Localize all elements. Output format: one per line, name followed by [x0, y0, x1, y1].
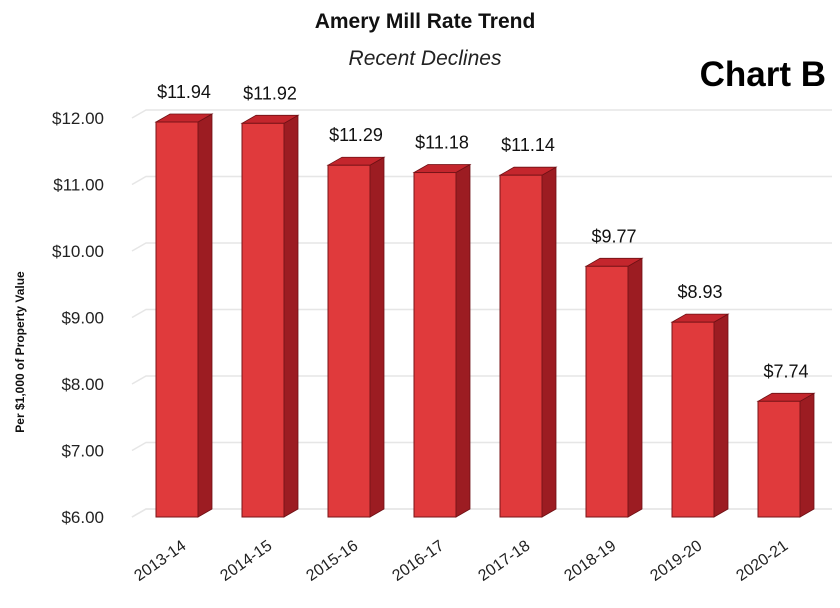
bar-side	[713, 313, 729, 518]
bar	[154, 113, 214, 518]
x-tick-label: 2019-20	[647, 537, 705, 585]
data-label: $11.14	[501, 135, 555, 155]
bar-front	[241, 122, 285, 518]
bar-front	[585, 265, 629, 518]
bar-front	[757, 400, 801, 518]
x-tick-label: 2017-18	[475, 537, 533, 585]
bar	[240, 114, 300, 518]
bar	[670, 313, 730, 518]
x-tick-label: 2013-14	[131, 537, 189, 585]
bar-front	[155, 121, 199, 518]
bar	[756, 392, 816, 518]
bar-side	[455, 163, 471, 518]
x-tick-label: 2014-15	[217, 537, 275, 585]
bar	[498, 166, 558, 518]
bar-front	[327, 164, 371, 518]
data-label: $11.18	[415, 133, 469, 153]
bar	[326, 156, 386, 518]
x-tick-label: 2015-16	[303, 537, 361, 585]
y-tick-label: $8.00	[61, 375, 104, 394]
chart-badge: Chart B	[700, 55, 826, 94]
x-tick-label: 2020-21	[733, 537, 791, 585]
chart-floor	[131, 508, 832, 518]
x-tick-label: 2018-19	[561, 537, 619, 585]
bar-front	[499, 174, 543, 518]
chart-subtitle: Recent Declines	[349, 47, 502, 70]
y-tick-label: $11.00	[53, 176, 104, 195]
bar-front	[671, 321, 715, 518]
data-label: $11.29	[329, 125, 383, 145]
gridline	[131, 242, 832, 252]
y-tick-label: $7.00	[61, 442, 104, 461]
gridline	[131, 175, 832, 186]
y-tick-label: $10.00	[52, 242, 104, 261]
y-tick-label: $9.00	[61, 309, 104, 328]
y-axis-label: Per $1,000 of Property Value	[13, 271, 27, 433]
bar	[412, 163, 472, 518]
y-tick-label: $12.00	[52, 109, 104, 128]
data-label: $8.93	[677, 282, 722, 302]
bar-front	[413, 172, 457, 518]
y-tick-label: $6.00	[61, 508, 104, 527]
x-tick-label: 2016-17	[389, 537, 447, 585]
bar-side	[627, 257, 643, 518]
gridline	[131, 109, 832, 119]
bar-side	[283, 114, 299, 518]
chart-title: Amery Mill Rate Trend	[315, 10, 536, 33]
bar-side	[369, 156, 385, 518]
data-label: $11.94	[157, 82, 211, 102]
bar-side	[799, 392, 815, 518]
gridline	[131, 508, 832, 518]
data-label: $9.77	[591, 226, 636, 246]
data-label: $7.74	[763, 361, 808, 381]
bar-side	[541, 166, 557, 518]
bar-side	[197, 113, 213, 518]
bar	[584, 257, 644, 518]
data-label: $11.92	[243, 83, 297, 103]
